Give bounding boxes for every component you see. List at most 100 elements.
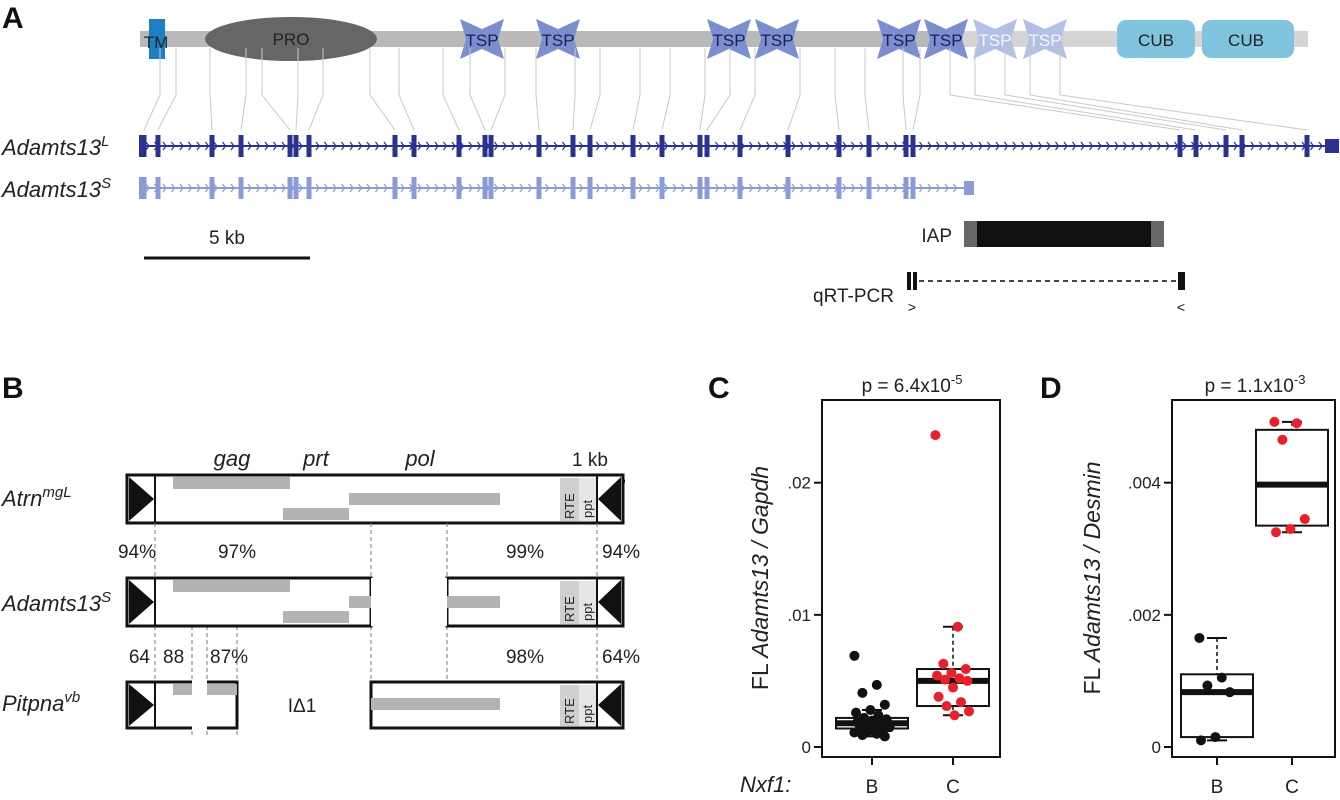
- pct-row2-e: 64%: [602, 647, 640, 668]
- y-tick-label: .004: [1128, 474, 1161, 493]
- gene-long-exon: [139, 135, 146, 157]
- pct-row2-a: 64: [129, 647, 151, 668]
- mapping-line: [240, 48, 247, 131]
- gene-long-exon: [866, 135, 872, 157]
- point-C: [962, 675, 973, 686]
- pct-row1-d: 94%: [602, 542, 640, 563]
- alignment-lines: [154, 523, 598, 735]
- domain-label-tsp-6: TSP: [929, 31, 962, 50]
- mapping-line: [912, 48, 921, 131]
- mapping-line: [589, 48, 601, 131]
- gene-short-label: Adamts13S: [0, 175, 111, 202]
- point-C: [952, 621, 963, 632]
- tsp-domain-7: TSP: [973, 19, 1017, 59]
- tm-domain: [149, 19, 165, 59]
- protein-gene-mapping-lines: [143, 48, 1308, 131]
- ylabel-d: FL Adamts13 / Desmin: [1079, 461, 1105, 694]
- gene-long-exon: [570, 135, 576, 157]
- domain-label-tsp-1: TSP: [465, 31, 498, 50]
- pct-row1-a: 94%: [118, 542, 156, 563]
- gene-long-exon: [456, 135, 462, 157]
- gene-short-exon: [155, 177, 161, 199]
- mapping-line: [864, 48, 870, 131]
- point-C: [954, 673, 965, 684]
- qrt-exon-1a: [907, 272, 911, 290]
- gene-short-exon: [392, 177, 398, 199]
- point-C: [960, 664, 971, 675]
- qrt-exon-2: [1178, 272, 1185, 290]
- domain-label-tm: TM: [144, 33, 169, 52]
- tsp-domains: TSP TSP TSP TSP TSP TSP TSP TSP: [460, 19, 1067, 59]
- point-C: [1271, 527, 1281, 538]
- mapping-line: [632, 48, 641, 131]
- gene-short-exon: [411, 177, 417, 199]
- point-B: [1194, 632, 1205, 643]
- gene-short-exon: [570, 177, 576, 199]
- gene-long-exon: [587, 135, 593, 157]
- boxplot-c: 0 .01 .02: [787, 430, 990, 765]
- prt-label: prt: [302, 446, 330, 471]
- gene-short-exon: [488, 177, 494, 199]
- gene-long-exon: [482, 135, 488, 157]
- mapping-line: [535, 48, 540, 131]
- gene-short-exon: [482, 177, 488, 199]
- gene-short-exon: [737, 177, 743, 199]
- point-C: [1299, 514, 1310, 525]
- point-C: [1277, 434, 1288, 445]
- point-C: [932, 670, 942, 681]
- point-B: [1224, 687, 1235, 698]
- group-label-c-b: B: [866, 777, 879, 798]
- tsp-domain-5: TSP: [877, 19, 921, 59]
- point-B: [851, 707, 861, 718]
- gene-long-exon: [1304, 135, 1310, 157]
- point-B: [1196, 735, 1206, 746]
- gene-long-exon: [697, 135, 703, 157]
- mapping-line: [706, 48, 731, 131]
- ppt-label-3: ppt: [580, 705, 595, 723]
- iap-element-core: [977, 221, 1151, 247]
- rte-label-2: RTE: [562, 596, 577, 622]
- point-C: [1291, 418, 1302, 429]
- mapping-line: [1029, 48, 1243, 131]
- point-C: [941, 701, 952, 712]
- iap-label: IAP: [921, 226, 952, 247]
- mapping-line: [661, 48, 671, 131]
- mapping-line: [1004, 48, 1227, 131]
- gene-short-exon: [866, 177, 872, 199]
- point-B: [1202, 680, 1213, 691]
- mapping-line: [834, 48, 840, 131]
- gene-long-exon: [785, 135, 791, 157]
- qrt-exon-1b: [913, 272, 917, 290]
- point-C: [1269, 416, 1280, 427]
- y-tick-label: .01: [787, 606, 811, 625]
- domain-label-cub-2: CUB: [1228, 31, 1264, 50]
- gene-long-exon: [155, 135, 161, 157]
- tsp-domain-2: TSP: [536, 19, 580, 59]
- gene-long-exon: [293, 135, 299, 157]
- gene-short-exon: [293, 177, 299, 199]
- atrn-label: AtrnmgL: [0, 484, 72, 511]
- y-tick-label: .02: [787, 474, 811, 493]
- point-C: [940, 674, 950, 685]
- gene-long-exon: [910, 135, 916, 157]
- gene-long-exon: [488, 135, 494, 157]
- gag-label: gag: [214, 446, 251, 471]
- gene-short-exon: [697, 177, 703, 199]
- gene-long-exon: [1239, 135, 1245, 157]
- panel-letter-d: D: [1040, 372, 1062, 405]
- box-B: [1180, 673, 1254, 739]
- pvalue-c: p = 6.4x10-5: [862, 372, 963, 397]
- gene-short-exon: [587, 177, 593, 199]
- gene-long-exon: [903, 135, 909, 157]
- pvalue-d: p = 1.1x10-3: [1205, 372, 1306, 397]
- ppt-label-1: ppt: [580, 500, 595, 518]
- domain-label-tsp-5: TSP: [882, 31, 915, 50]
- pct-row1-b: 97%: [218, 542, 256, 563]
- ppt-label-2: ppt: [580, 603, 595, 621]
- panel-letter-a: A: [2, 2, 24, 35]
- cub-domain-1: [1117, 20, 1195, 58]
- gene-short-exon: [536, 177, 542, 199]
- deletion-label: IΔ1: [288, 696, 317, 717]
- gene-short-exon: [306, 177, 312, 199]
